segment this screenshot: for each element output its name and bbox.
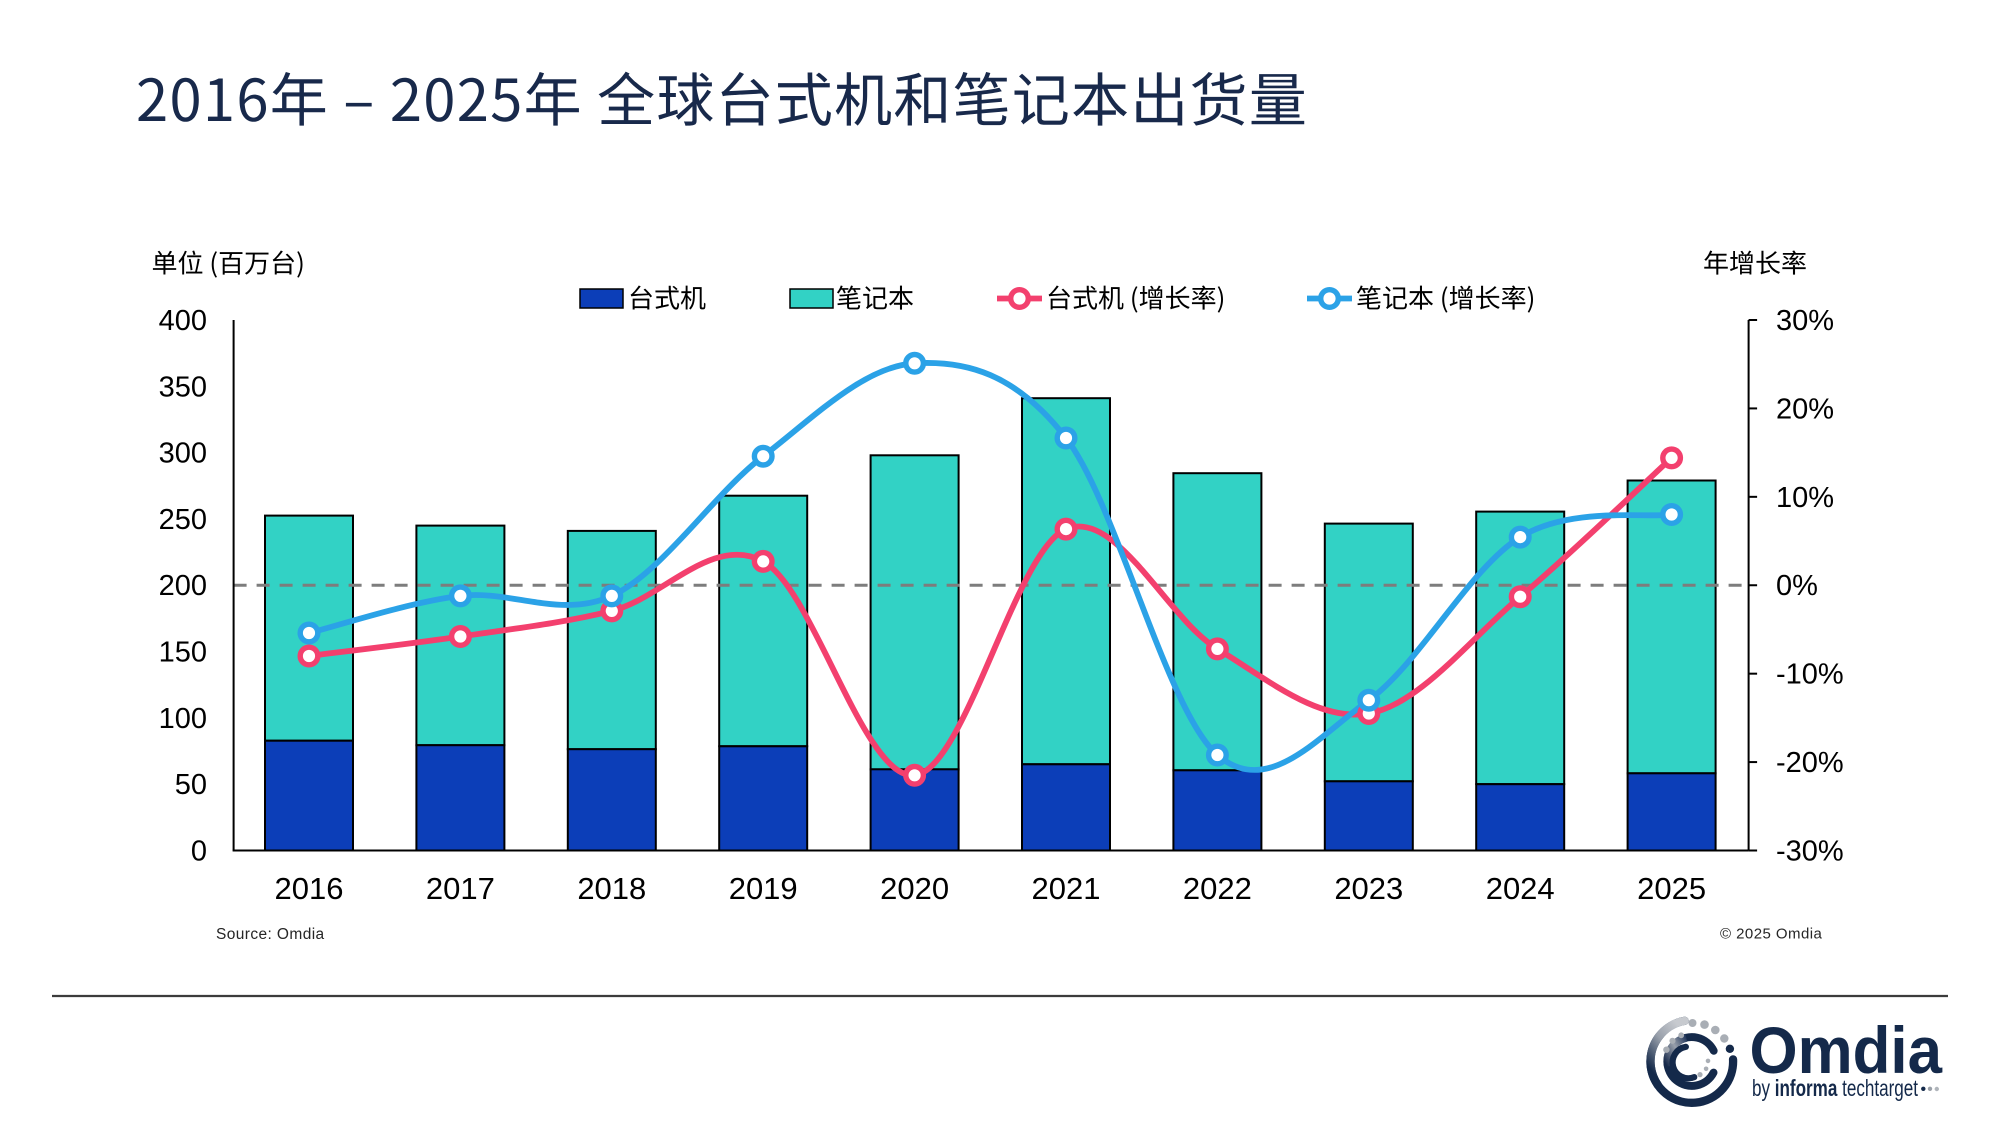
svg-text:0%: 0% <box>1776 570 1818 602</box>
svg-text:2019: 2019 <box>729 871 798 906</box>
svg-text:-30%: -30% <box>1776 836 1844 868</box>
svg-text:2020: 2020 <box>880 871 949 906</box>
svg-text:150: 150 <box>159 637 207 669</box>
svg-text:-20%: -20% <box>1776 747 1844 779</box>
svg-text:Omdia: Omdia <box>1750 1013 1944 1087</box>
svg-text:100: 100 <box>159 703 207 735</box>
svg-text:400: 400 <box>159 305 207 337</box>
svg-text:2021: 2021 <box>1032 871 1101 906</box>
svg-text:Source: Omdia: Source: Omdia <box>216 926 325 943</box>
svg-text:10%: 10% <box>1776 482 1834 514</box>
svg-text:2024: 2024 <box>1486 871 1555 906</box>
svg-text:2016: 2016 <box>275 871 344 906</box>
svg-text:2022: 2022 <box>1183 871 1252 906</box>
svg-text:300: 300 <box>159 438 207 470</box>
svg-text:2025: 2025 <box>1637 871 1706 906</box>
svg-text:2018: 2018 <box>577 871 646 906</box>
svg-text:20%: 20% <box>1776 393 1834 425</box>
svg-text:0: 0 <box>191 836 207 868</box>
svg-text:© 2025 Omdia: © 2025 Omdia <box>1720 926 1823 943</box>
svg-text:-10%: -10% <box>1776 659 1844 691</box>
svg-text:250: 250 <box>159 504 207 536</box>
svg-text:200: 200 <box>159 570 207 602</box>
svg-text:50: 50 <box>175 769 207 801</box>
svg-text:by informa techtarget: by informa techtarget <box>1752 1075 1918 1101</box>
svg-text:2017: 2017 <box>426 871 495 906</box>
svg-text:30%: 30% <box>1776 305 1834 337</box>
svg-text:2023: 2023 <box>1334 871 1403 906</box>
svg-text:350: 350 <box>159 371 207 403</box>
